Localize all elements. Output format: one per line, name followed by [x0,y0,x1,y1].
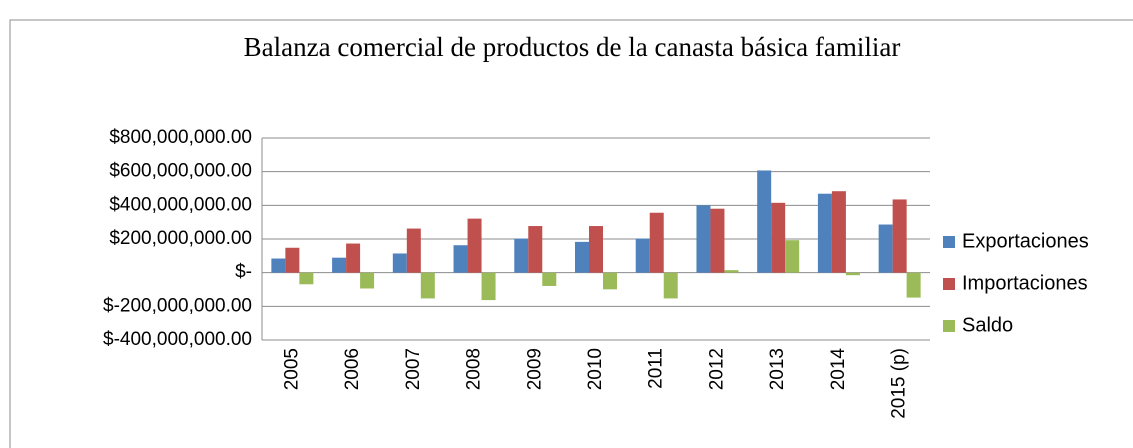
bar [878,224,893,273]
bar [649,212,664,273]
bar [906,272,921,298]
bar [603,272,617,290]
y-tick-label: $800,000,000.00 [109,127,252,148]
bar [332,257,347,273]
x-tick-label: 2015 (p) [889,348,910,419]
legend-label: Importaciones [962,272,1088,294]
y-tick-label: $400,000,000.00 [109,194,252,215]
bar [285,247,300,273]
x-tick-label: 2014 [828,348,849,391]
legend-swatch [943,278,955,290]
chart-title: Balanza comercial de productos de la can… [244,32,901,62]
legend-label: Saldo [962,314,1013,336]
legend-swatch [943,236,955,248]
x-tick-label: 2006 [342,348,363,390]
bar [575,241,589,273]
bar [271,258,286,273]
bar [542,272,557,286]
bar [392,253,407,273]
bar [785,240,800,273]
bar [724,270,739,273]
bar [771,202,786,273]
bar [817,193,832,273]
x-tick-label: 2013 [767,348,788,390]
bar [845,272,860,276]
y-tick-label: $- [235,262,252,283]
bar [420,272,435,299]
bar [710,208,725,273]
bar [696,205,711,273]
chart-border [9,19,1133,448]
bar [406,228,421,273]
x-tick-label: 2005 [281,348,302,390]
x-tick-label: 2007 [403,348,424,390]
bar [757,170,772,273]
bar [467,218,482,273]
bar [453,245,468,273]
y-tick-label: $-200,000,000.00 [103,295,252,316]
y-tick-label: $-400,000,000.00 [103,329,252,350]
x-tick-label: 2010 [585,348,606,390]
bar [299,272,314,285]
y-tick-label: $600,000,000.00 [109,161,252,182]
bar [346,243,361,273]
bar [589,226,603,273]
bar [635,238,650,273]
bar [528,226,543,273]
x-tick-label: 2012 [706,348,727,390]
bar [892,199,907,273]
bar [481,272,496,301]
bar [360,272,375,289]
legend-label: Exportaciones [962,230,1089,252]
x-tick-label: 2009 [524,348,545,390]
bar [663,272,678,299]
bar [514,238,529,273]
y-tick-label: $200,000,000.00 [109,228,252,249]
x-tick-label: 2008 [464,348,485,390]
bar [831,191,846,273]
x-tick-label: 2011 [646,348,667,389]
legend-swatch [943,320,955,332]
